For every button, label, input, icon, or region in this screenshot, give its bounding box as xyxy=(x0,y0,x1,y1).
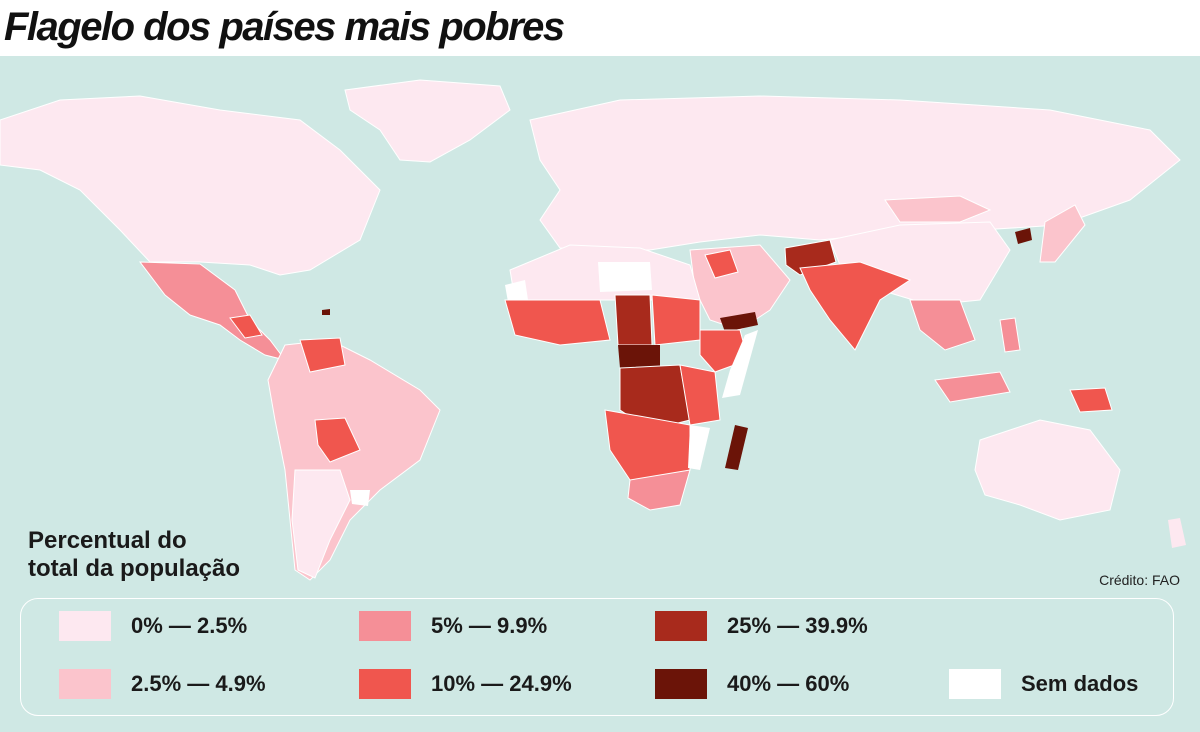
legend-swatch xyxy=(655,669,707,699)
world-map xyxy=(0,56,1200,732)
mongolia xyxy=(884,195,992,223)
somalia xyxy=(722,330,758,398)
madagascar xyxy=(725,425,748,470)
papua xyxy=(1069,387,1113,413)
legend-swatch xyxy=(655,611,707,641)
legend-item-7: Sem dados xyxy=(949,669,1138,699)
iraq xyxy=(704,249,739,279)
australia xyxy=(974,419,1121,521)
legend-swatch xyxy=(59,669,111,699)
haiti xyxy=(322,309,330,315)
legend-swatch xyxy=(359,611,411,641)
libya xyxy=(598,262,652,292)
car xyxy=(618,345,660,368)
legend-heading: Percentual do total da população xyxy=(28,527,240,583)
legend-label: 25% — 39.9% xyxy=(727,613,868,638)
southeast-asia xyxy=(909,299,976,351)
mozambique xyxy=(688,425,710,470)
yemen xyxy=(720,312,758,332)
legend-heading-line-2: total da população xyxy=(28,555,241,582)
south-america-south xyxy=(291,469,351,579)
uruguay xyxy=(350,490,370,506)
legend-item-6: 40% — 60% xyxy=(655,669,849,699)
legend-item-3: 5% — 9.9% xyxy=(359,611,547,641)
legend-item-4: 10% — 24.9% xyxy=(359,669,572,699)
legend-label: 10% — 24.9% xyxy=(431,671,572,696)
north-america xyxy=(0,95,381,276)
north-korea xyxy=(1015,228,1032,244)
sahel xyxy=(504,299,611,346)
western-sahara xyxy=(505,280,528,302)
japan xyxy=(1039,204,1086,263)
credit: Crédito: FAO xyxy=(1099,572,1180,588)
legend-label: Sem dados xyxy=(1021,671,1139,696)
south-africa xyxy=(627,469,691,511)
legend-item-2: 2.5% — 4.9% xyxy=(59,669,266,699)
legend: 0% — 2.5% 2.5% — 4.9% 5% — 9.9% 10% — 24… xyxy=(20,598,1174,716)
legend-label: 40% — 60% xyxy=(727,671,850,696)
east-africa xyxy=(679,364,721,426)
legend-label: 5% — 9.9% xyxy=(431,613,548,638)
legend-label: 2.5% — 4.9% xyxy=(131,671,266,696)
legend-item-5: 25% — 39.9% xyxy=(655,611,868,641)
sudan xyxy=(651,294,701,346)
philippines xyxy=(999,317,1021,353)
legend-swatch xyxy=(359,669,411,699)
indonesia-a xyxy=(934,371,1011,403)
legend-swatch xyxy=(949,669,1001,699)
legend-label: 0% — 2.5% xyxy=(131,613,248,638)
chad xyxy=(614,294,653,346)
new-zealand xyxy=(1168,518,1186,548)
legend-item-1: 0% — 2.5% xyxy=(59,611,247,641)
greenland xyxy=(344,79,511,163)
legend-swatch xyxy=(59,611,111,641)
map-title: Flagelo dos países mais pobres xyxy=(4,5,565,49)
legend-heading-line-1: Percentual do xyxy=(28,527,187,554)
central-america-a xyxy=(229,314,263,339)
india xyxy=(799,261,912,351)
bolivia xyxy=(314,417,361,463)
venezuela xyxy=(299,337,346,373)
